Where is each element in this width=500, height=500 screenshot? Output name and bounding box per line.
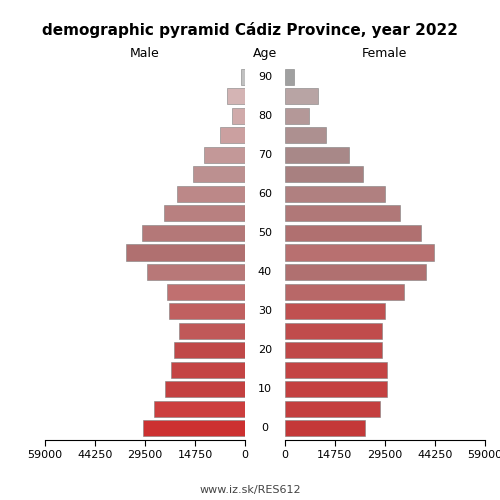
Bar <box>220 128 245 144</box>
Bar <box>285 68 294 84</box>
Bar <box>174 342 245 358</box>
Bar <box>285 108 309 124</box>
Text: 10: 10 <box>258 384 272 394</box>
Bar <box>164 206 245 222</box>
Bar <box>178 186 245 202</box>
Bar <box>285 381 386 397</box>
Bar <box>285 244 434 260</box>
Bar <box>166 381 245 397</box>
Text: 70: 70 <box>258 150 272 160</box>
Text: demographic pyramid Cádiz Province, year 2022: demographic pyramid Cádiz Province, year… <box>42 22 458 38</box>
Bar <box>192 166 245 182</box>
Bar <box>285 147 350 163</box>
Bar <box>285 128 326 144</box>
Text: 20: 20 <box>258 345 272 355</box>
Text: 80: 80 <box>258 111 272 121</box>
Bar <box>285 303 385 319</box>
Bar <box>285 88 318 104</box>
Bar <box>179 322 245 338</box>
Text: www.iz.sk/RES612: www.iz.sk/RES612 <box>199 485 301 495</box>
Bar <box>169 303 245 319</box>
Bar <box>232 108 245 124</box>
Bar <box>285 206 400 222</box>
Bar <box>154 400 245 417</box>
Bar <box>204 147 245 163</box>
Bar <box>242 68 245 84</box>
Text: 40: 40 <box>258 267 272 277</box>
Bar <box>226 88 245 104</box>
Bar <box>285 322 382 338</box>
Text: 0: 0 <box>262 424 268 434</box>
Bar <box>285 400 380 417</box>
Text: 30: 30 <box>258 306 272 316</box>
Bar <box>167 284 245 300</box>
Bar <box>126 244 245 260</box>
Bar <box>147 264 245 280</box>
Bar <box>285 225 420 241</box>
Bar <box>285 342 382 358</box>
Text: 90: 90 <box>258 72 272 82</box>
Bar <box>285 362 386 378</box>
Bar <box>285 166 363 182</box>
Bar <box>285 420 364 436</box>
Bar <box>142 225 245 241</box>
Text: 60: 60 <box>258 189 272 199</box>
Bar <box>285 284 404 300</box>
Bar <box>144 420 245 436</box>
Text: Male: Male <box>130 47 160 60</box>
Bar <box>170 362 245 378</box>
Text: Female: Female <box>362 47 408 60</box>
Text: Age: Age <box>253 47 277 60</box>
Bar <box>285 186 385 202</box>
Bar <box>285 264 426 280</box>
Text: 50: 50 <box>258 228 272 238</box>
